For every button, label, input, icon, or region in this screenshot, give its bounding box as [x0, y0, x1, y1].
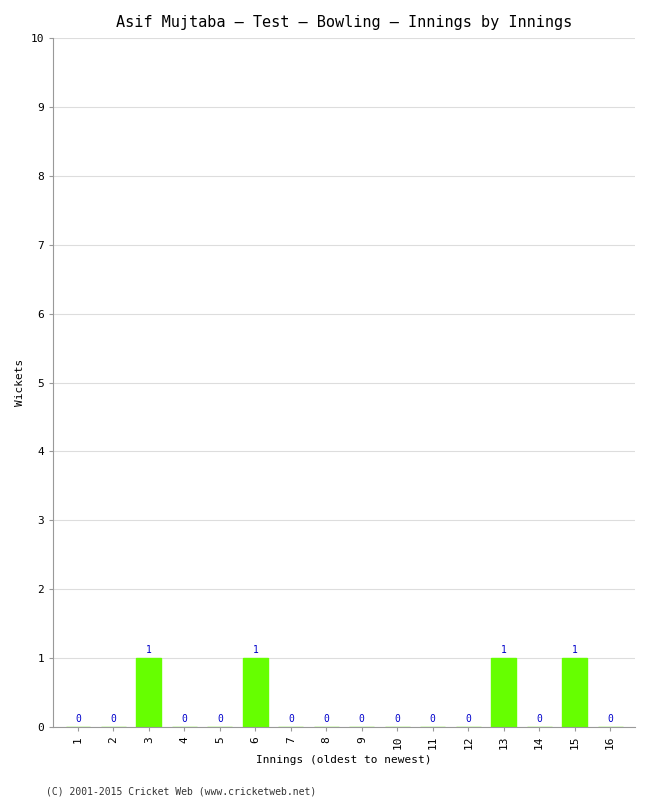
X-axis label: Innings (oldest to newest): Innings (oldest to newest)	[256, 755, 432, 765]
Bar	[491, 658, 516, 727]
Text: 0: 0	[111, 714, 116, 724]
Text: 1: 1	[572, 646, 578, 655]
Text: 0: 0	[536, 714, 542, 724]
Text: 0: 0	[465, 714, 471, 724]
Text: 0: 0	[217, 714, 223, 724]
Text: 0: 0	[607, 714, 613, 724]
Text: 0: 0	[323, 714, 330, 724]
Text: 1: 1	[146, 646, 152, 655]
Text: 0: 0	[288, 714, 294, 724]
Text: 0: 0	[359, 714, 365, 724]
Text: 1: 1	[252, 646, 258, 655]
Text: 0: 0	[395, 714, 400, 724]
Text: 1: 1	[500, 646, 506, 655]
Text: 0: 0	[75, 714, 81, 724]
Bar	[136, 658, 161, 727]
Bar	[562, 658, 587, 727]
Text: 0: 0	[430, 714, 436, 724]
Y-axis label: Wickets: Wickets	[15, 359, 25, 406]
Text: 0: 0	[181, 714, 187, 724]
Bar	[243, 658, 268, 727]
Title: Asif Mujtaba – Test – Bowling – Innings by Innings: Asif Mujtaba – Test – Bowling – Innings …	[116, 15, 572, 30]
Text: (C) 2001-2015 Cricket Web (www.cricketweb.net): (C) 2001-2015 Cricket Web (www.cricketwe…	[46, 786, 316, 796]
